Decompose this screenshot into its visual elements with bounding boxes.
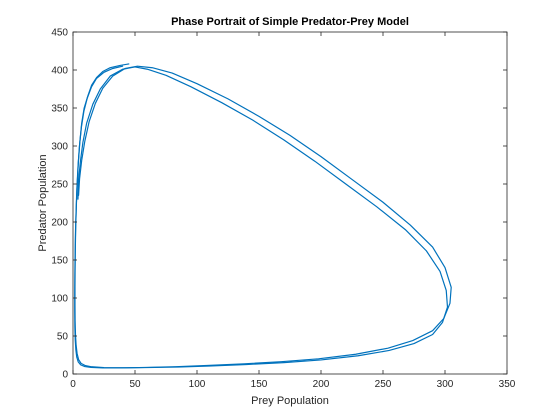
y-tick-label: 150 — [51, 256, 68, 267]
y-tick-label: 450 — [51, 28, 68, 39]
x-tick-label: 100 — [189, 379, 206, 390]
y-tick-label: 100 — [51, 294, 68, 305]
chart-title: Phase Portrait of Simple Predator-Prey M… — [171, 16, 409, 28]
y-tick-label: 0 — [62, 370, 68, 381]
y-tick-label: 50 — [57, 332, 69, 343]
x-tick-label: 0 — [70, 379, 76, 390]
y-tick-label: 250 — [51, 180, 68, 191]
x-axis-label: Prey Population — [251, 395, 329, 407]
y-tick-label: 300 — [51, 142, 68, 153]
y-tick-label: 200 — [51, 218, 68, 229]
x-tick-label: 50 — [129, 379, 141, 390]
x-tick-label: 250 — [375, 379, 392, 390]
x-tick-label: 300 — [437, 379, 454, 390]
y-axis-label: Predator Population — [37, 154, 49, 251]
x-tick-label: 150 — [251, 379, 268, 390]
x-tick-label: 200 — [313, 379, 330, 390]
y-tick-label: 400 — [51, 66, 68, 77]
x-tick-label: 350 — [499, 379, 516, 390]
y-tick-label: 350 — [51, 104, 68, 115]
